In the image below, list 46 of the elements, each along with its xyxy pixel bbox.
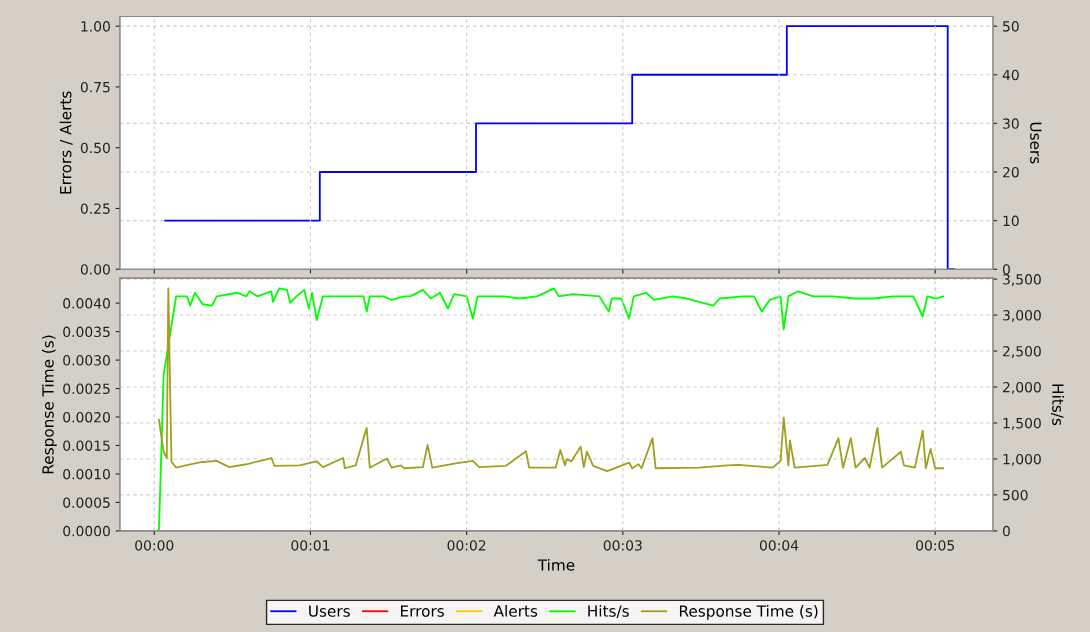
y2-tick-label: 500 [1003,489,1028,501]
legend-label: Users [309,605,350,617]
legend-label: Response Time (s) [679,604,818,620]
y2-tick-label: 2,000 [1003,381,1041,394]
y2-tick-label: 3,500 [1003,274,1041,286]
y2-tick-label: 0 [1002,525,1010,537]
y-tick-label: 0.75 [80,81,110,93]
y-tick-label: 0.0020 [63,411,110,423]
legend-label: Hits/s [588,604,629,619]
line-series [158,287,944,473]
y-tick-label: 0.0035 [63,326,110,338]
y-tick-label: 0.25 [80,203,110,214]
y-tick-label: 0.0010 [63,468,110,480]
legend-label: Errors [401,605,444,617]
y2-tick-label: 1,500 [1003,417,1041,430]
y-tick-label: 0.50 [80,142,110,154]
y2-tick-label: 3,000 [1003,310,1041,322]
y-tick-label: 0.0025 [63,383,110,395]
x-tick-label: 00:02 [447,540,486,551]
x-tick-label: 00:00 [135,540,174,551]
y-axis-title: Errors / Alerts [59,91,73,194]
x-tick-label: 00:05 [916,540,954,551]
y2-tick-label: 2,500 [1003,346,1041,358]
y2-tick-label: 1,000 [1003,453,1041,466]
x-tick-label: 00:01 [291,540,330,551]
y2-axis-title: Hits/s [1050,384,1064,426]
y2-tick-label: 20 [1003,166,1019,178]
y2-tick-label: 40 [1002,69,1019,81]
x-axis-title: Time [537,558,575,571]
legend-label: Alerts [493,604,538,617]
y2-axis-title: Users [1030,122,1042,164]
y2-tick-label: 50 [1003,21,1019,32]
y-tick-label: 1.00 [81,21,110,32]
y-tick-label: 0.0040 [63,298,110,309]
y-tick-label: 0.0015 [63,440,110,451]
y-tick-label: 0.00 [80,264,110,275]
x-tick-label: 00:04 [759,540,799,551]
y2-tick-label: 30 [1003,118,1019,129]
x-tick-label: 00:03 [603,540,642,551]
y-tick-label: 0.0005 [63,497,110,508]
y2-tick-label: 10 [1003,215,1019,227]
line-series [158,287,944,531]
y-tick-label: 0.0000 [63,525,110,537]
y-tick-label: 0.0030 [63,355,110,366]
y2-tick-label: 0 [1002,264,1010,275]
y-axis-title: Response Time (s) [41,335,57,474]
